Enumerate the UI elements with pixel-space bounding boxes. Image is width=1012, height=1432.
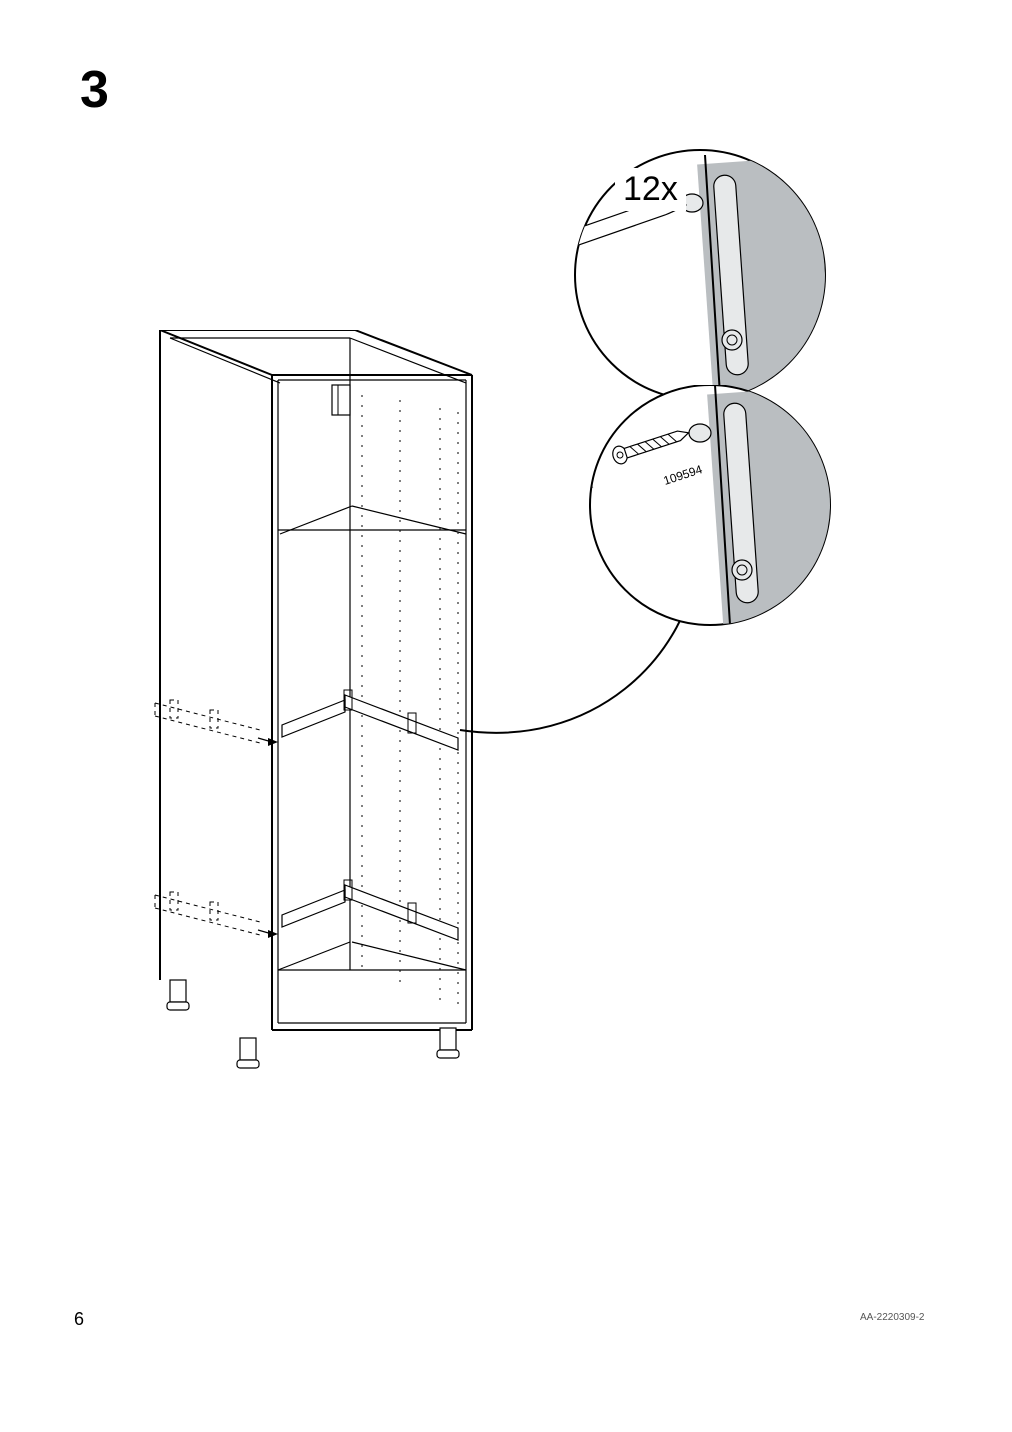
step-number: 3 <box>80 60 109 120</box>
page-number: 6 <box>74 1309 84 1330</box>
detail-circle-lower: 109594 <box>500 385 860 645</box>
document-code: AA-2220309-2 <box>860 1312 925 1323</box>
quantity-label: 12x <box>615 168 686 211</box>
